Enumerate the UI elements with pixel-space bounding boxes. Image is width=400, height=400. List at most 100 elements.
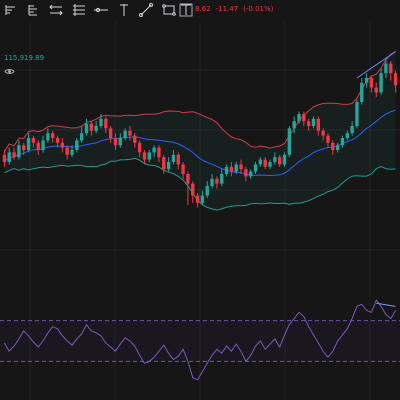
candle-body — [108, 128, 113, 138]
candle-body — [253, 164, 258, 172]
candle-body — [360, 82, 364, 102]
candle-body — [244, 169, 248, 177]
candle — [75, 138, 79, 153]
candle — [152, 145, 156, 158]
candle-body — [186, 174, 190, 184]
candle-body — [220, 174, 224, 184]
candle — [7, 147, 11, 165]
tool-rectangle[interactable] — [161, 2, 177, 18]
candle-body — [36, 142, 40, 150]
eye-icon[interactable] — [4, 67, 15, 76]
candle-body — [152, 147, 156, 153]
tool-vertical-line[interactable] — [116, 2, 132, 18]
candle-body — [273, 157, 277, 162]
candle — [113, 133, 118, 150]
candle-body — [55, 138, 60, 143]
candle-body — [94, 126, 98, 131]
tool-range[interactable] — [48, 2, 64, 18]
drawing-toolbar: 8.62 -11.47 (-0.01%) — [0, 0, 400, 22]
tool-text[interactable] — [178, 2, 194, 18]
candle — [123, 128, 127, 141]
candle-body — [326, 135, 330, 143]
candle-body — [137, 142, 142, 153]
candle — [297, 111, 301, 124]
bollinger-upper-band — [3, 51, 396, 152]
candle-body — [133, 135, 137, 143]
vertical-line-icon — [120, 4, 128, 16]
candle — [316, 116, 321, 136]
drawn-trendline[interactable] — [356, 51, 396, 79]
candle-body — [31, 138, 36, 143]
candle-body — [147, 152, 151, 160]
candle — [31, 135, 36, 148]
candle — [321, 128, 325, 141]
candle — [200, 190, 205, 206]
candle — [104, 116, 108, 134]
candle-body — [340, 138, 345, 146]
candle-body — [287, 128, 292, 155]
candle — [157, 145, 161, 162]
candle — [166, 157, 171, 172]
candle — [335, 142, 340, 153]
candle — [249, 169, 253, 179]
tool-horizontal-ray[interactable] — [93, 2, 109, 18]
candle — [220, 169, 224, 186]
candle-body — [7, 152, 11, 162]
quote-change-pct: (-0.01%) — [243, 5, 274, 13]
candle — [345, 130, 349, 141]
tool-risk-reward[interactable] — [71, 2, 87, 18]
candle-body — [51, 133, 55, 138]
candle — [147, 150, 151, 162]
candle — [181, 162, 185, 179]
candle — [210, 174, 214, 189]
candle — [36, 140, 40, 155]
candle-body — [191, 183, 195, 196]
candle-body — [234, 164, 238, 172]
candle — [350, 121, 354, 136]
quote-change: -11.47 — [215, 5, 239, 13]
candle — [374, 82, 378, 98]
tool-short-position[interactable] — [3, 2, 19, 18]
candle — [133, 133, 137, 148]
candle — [355, 99, 359, 129]
candle-body — [331, 142, 335, 150]
candle-body — [316, 118, 321, 131]
candle-body — [70, 150, 74, 155]
candle-body — [46, 133, 50, 141]
candle — [292, 116, 296, 134]
candle — [287, 126, 292, 158]
candle — [258, 157, 263, 167]
candle-body — [22, 145, 26, 150]
candle-body — [355, 102, 359, 126]
quote-value: 8.62 — [195, 5, 211, 13]
candle-body — [306, 121, 311, 126]
candle — [273, 152, 277, 165]
candle — [12, 147, 16, 160]
candle-body — [171, 154, 176, 162]
candle-body — [195, 195, 200, 203]
candle-body — [389, 63, 393, 74]
candle — [84, 118, 89, 136]
candle-body — [113, 138, 118, 146]
tool-trend-line[interactable] — [138, 2, 154, 18]
rsi-trendline[interactable] — [376, 302, 396, 307]
candle — [364, 73, 369, 88]
candle-body — [374, 87, 378, 93]
candle — [22, 142, 26, 155]
candle-body — [162, 157, 166, 170]
candle-body — [229, 166, 234, 172]
candle — [268, 159, 272, 170]
candle-body — [123, 130, 127, 138]
candle-body — [258, 159, 263, 165]
candle — [65, 145, 69, 160]
risk-reward-tool-icon — [73, 4, 85, 16]
candle — [340, 135, 345, 148]
candle — [186, 171, 190, 206]
rectangle-tool-icon — [162, 4, 176, 16]
candle — [234, 162, 238, 174]
price-label: 115,919.89 — [4, 54, 45, 62]
candles — [2, 58, 398, 208]
candle-body — [2, 154, 7, 162]
tool-long-position[interactable] — [26, 2, 42, 18]
